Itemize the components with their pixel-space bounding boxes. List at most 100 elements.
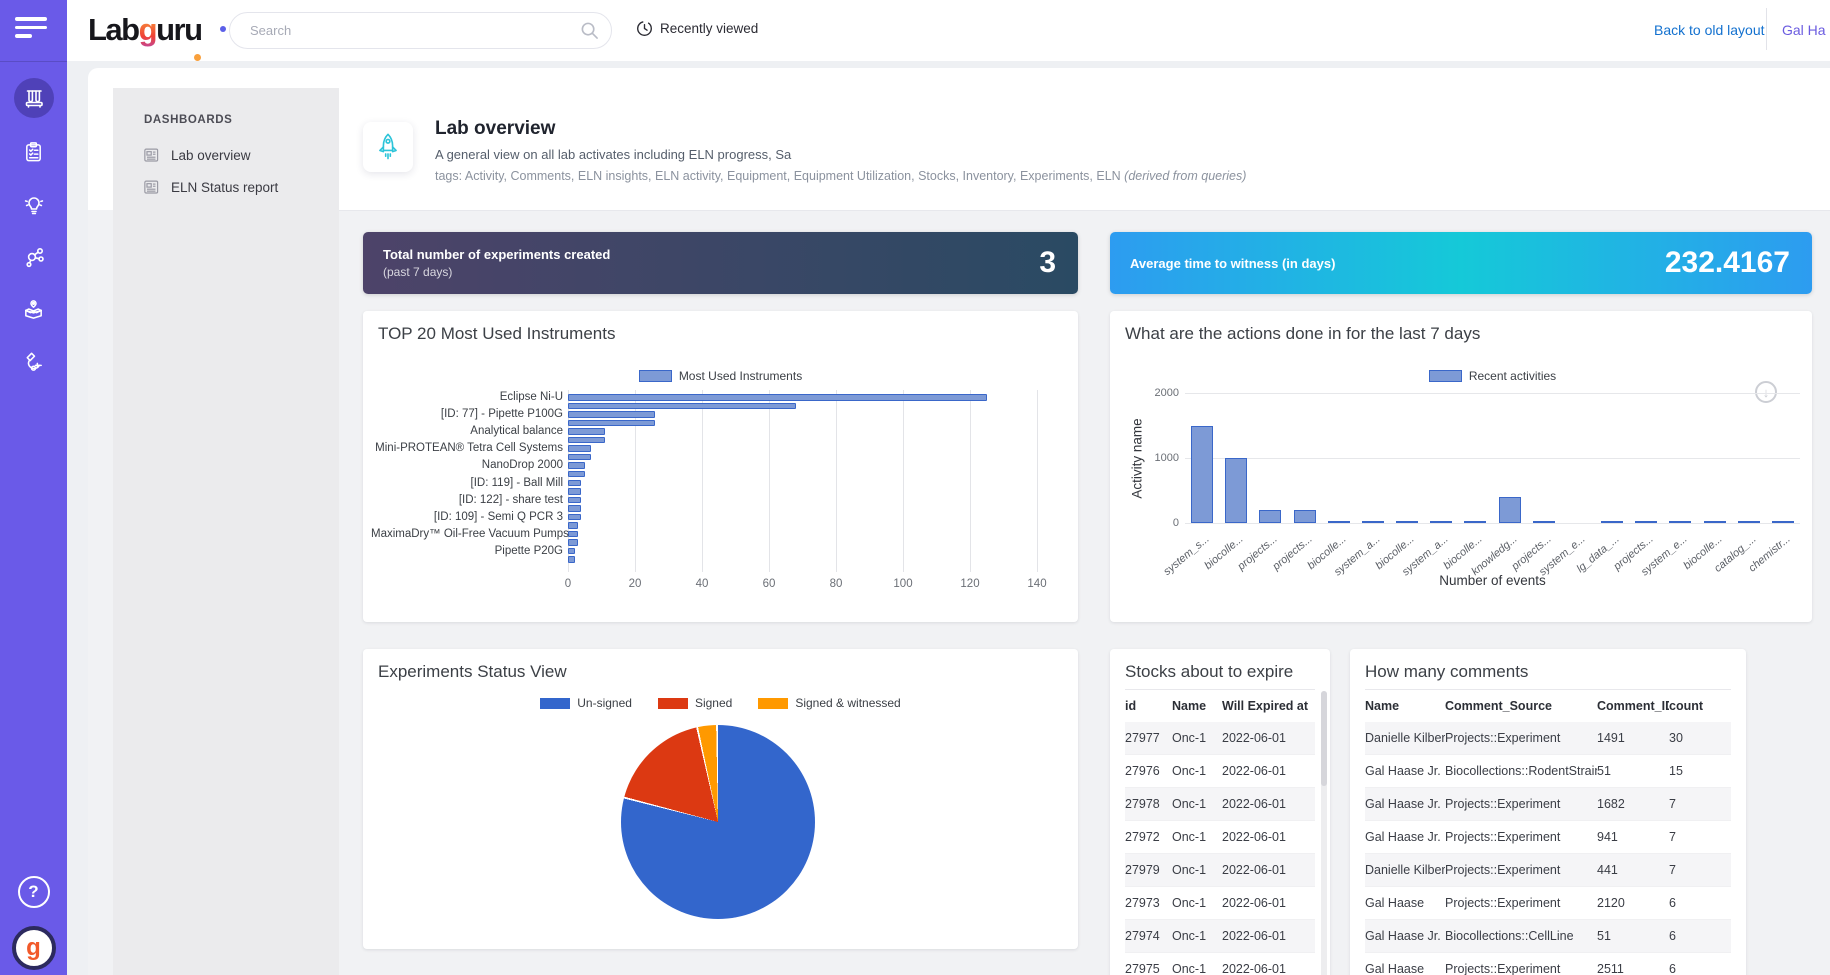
bar[interactable] bbox=[568, 428, 605, 435]
table-row[interactable]: Gal Haase Jr. Biocollections::CellLine 51 6 bbox=[1365, 920, 1731, 953]
table-cell: Gal Haase Jr. bbox=[1365, 797, 1441, 811]
table-row[interactable]: Gal Haase Jr. Projects::Experiment 1682 7 bbox=[1365, 788, 1731, 821]
bar[interactable] bbox=[568, 547, 575, 555]
bar[interactable] bbox=[568, 496, 582, 504]
nav-molecule-icon[interactable] bbox=[14, 237, 54, 277]
bar[interactable] bbox=[1703, 521, 1726, 523]
bar[interactable] bbox=[1498, 497, 1521, 523]
table-cell: 2022-06-01 bbox=[1222, 731, 1286, 745]
labguru-logo[interactable]: Labguru bbox=[88, 12, 226, 61]
table-row[interactable]: 27974 Onc-1 2022-06-01 bbox=[1125, 920, 1315, 953]
bar[interactable] bbox=[568, 419, 656, 427]
table-cell: Name bbox=[1172, 699, 1207, 713]
table-cell: id bbox=[1125, 699, 1137, 713]
table-row[interactable]: Danielle Kilber Projects::Experiment 1491 3… bbox=[1365, 722, 1731, 755]
bar[interactable] bbox=[568, 522, 579, 529]
table-cell: Projects::Experiment bbox=[1445, 797, 1561, 811]
table-row[interactable]: 27978 Onc-1 2022-06-01 bbox=[1125, 788, 1315, 821]
search-bar[interactable] bbox=[229, 12, 612, 49]
table-row[interactable]: Gal Haase Projects::Experiment 2511 6 bbox=[1365, 953, 1731, 975]
bar[interactable] bbox=[568, 479, 582, 486]
bar[interactable] bbox=[568, 513, 582, 521]
pie-chart bbox=[621, 725, 815, 919]
bar[interactable] bbox=[568, 505, 582, 512]
table-row[interactable]: 27973 Onc-1 2022-06-01 bbox=[1125, 887, 1315, 920]
search-input[interactable] bbox=[248, 13, 572, 48]
bar[interactable] bbox=[1532, 521, 1555, 523]
table-row[interactable]: Gal Haase Projects::Experiment 2120 6 bbox=[1365, 887, 1731, 920]
bar[interactable] bbox=[1293, 509, 1316, 523]
table-row[interactable]: 27975 Onc-1 2022-06-01 bbox=[1125, 953, 1315, 975]
bar[interactable] bbox=[568, 394, 987, 401]
gridline bbox=[1185, 393, 1800, 394]
table-row[interactable]: 27976 Onc-1 2022-06-01 bbox=[1125, 755, 1315, 788]
legend-swatch bbox=[758, 697, 789, 709]
bar[interactable] bbox=[568, 556, 575, 563]
bar[interactable] bbox=[568, 402, 796, 410]
sidebar-item-eln-status-report[interactable]: ELN Status report bbox=[144, 180, 278, 195]
dashboards-panel-title: DASHBOARDS bbox=[144, 114, 233, 126]
nav-microscope-icon[interactable] bbox=[14, 341, 54, 381]
bar[interactable] bbox=[568, 539, 579, 546]
bar[interactable] bbox=[1737, 521, 1760, 523]
table-cell: 6 bbox=[1669, 962, 1676, 975]
nav-lightbulb-icon[interactable] bbox=[14, 185, 54, 225]
table-cell: 27972 bbox=[1125, 830, 1160, 844]
x-axis-title: Number of events bbox=[1439, 573, 1546, 588]
hamburger-menu-icon[interactable] bbox=[15, 17, 51, 43]
bar[interactable] bbox=[1259, 510, 1282, 523]
bar[interactable] bbox=[568, 530, 579, 538]
labguru-avatar[interactable]: g bbox=[11, 926, 56, 970]
category-label: [ID: 119] - Ball Mill bbox=[470, 476, 563, 489]
table-row[interactable]: 27979 Onc-1 2022-06-01 bbox=[1125, 854, 1315, 887]
bar[interactable] bbox=[568, 462, 585, 469]
nav-dashboards-test-tubes-icon[interactable] bbox=[13, 78, 54, 118]
bar[interactable] bbox=[1430, 521, 1453, 523]
table-row[interactable]: 27977 Onc-1 2022-06-01 bbox=[1125, 722, 1315, 755]
bar[interactable] bbox=[568, 470, 585, 478]
download-chart-icon[interactable]: ↓ bbox=[1755, 381, 1777, 403]
bar[interactable] bbox=[1771, 521, 1794, 523]
user-menu-link[interactable]: Gal Ha bbox=[1782, 22, 1826, 38]
back-to-old-layout-link[interactable]: Back to old layout bbox=[1654, 22, 1765, 38]
bar[interactable] bbox=[1396, 521, 1419, 523]
nav-checklist-clipboard-icon[interactable] bbox=[14, 132, 54, 172]
scrollbar-thumb[interactable] bbox=[1321, 691, 1327, 786]
help-icon[interactable]: ? bbox=[17, 876, 50, 908]
table-scrollbar[interactable] bbox=[1321, 691, 1327, 975]
bar[interactable] bbox=[1225, 458, 1248, 523]
search-icon[interactable] bbox=[580, 21, 599, 40]
table-cell: Gal Haase Jr. bbox=[1365, 830, 1441, 844]
table-row[interactable]: Danielle Kilber Projects::Experiment 441 7 bbox=[1365, 854, 1731, 887]
table-cell: Onc-1 bbox=[1172, 896, 1207, 910]
report-icon bbox=[144, 180, 159, 194]
table-row[interactable]: Gal Haase Jr. Biocollections::RodentStrai… bbox=[1365, 755, 1731, 788]
tags-list: tags: Activity, Comments, ELN insights, … bbox=[435, 169, 1121, 183]
table-cell: Will Expired at bbox=[1222, 699, 1309, 713]
bar[interactable] bbox=[1464, 521, 1487, 523]
bar[interactable] bbox=[1191, 425, 1214, 523]
bar[interactable] bbox=[568, 453, 592, 461]
recently-viewed-button[interactable]: Recently viewed bbox=[636, 20, 758, 37]
table-row[interactable]: 27972 Onc-1 2022-06-01 bbox=[1125, 821, 1315, 854]
report-icon bbox=[144, 148, 159, 162]
nav-storage-box-pin-icon[interactable] bbox=[14, 289, 54, 329]
table-cell: Gal Haase Jr. bbox=[1365, 929, 1441, 943]
x-tick-label: 80 bbox=[829, 578, 843, 590]
top-bar: Labguru Recently viewed Back to old layo… bbox=[0, 0, 1830, 61]
bar[interactable] bbox=[1635, 521, 1658, 523]
bar[interactable] bbox=[1669, 521, 1692, 523]
bar[interactable] bbox=[568, 411, 656, 418]
sidebar-item-lab-overview[interactable]: Lab overview bbox=[144, 148, 251, 163]
bar[interactable] bbox=[1601, 521, 1624, 523]
table-cell: 27974 bbox=[1125, 929, 1160, 943]
bar[interactable] bbox=[568, 445, 592, 452]
table-cell: 27973 bbox=[1125, 896, 1160, 910]
comments-table: Name Comment_Source Comment_ID count Daniell… bbox=[1365, 689, 1731, 975]
table-row[interactable]: Gal Haase Jr. Projects::Experiment 941 7 bbox=[1365, 821, 1731, 854]
bar[interactable] bbox=[568, 436, 605, 444]
bar[interactable] bbox=[1327, 521, 1350, 523]
table-cell: 2022-06-01 bbox=[1222, 896, 1286, 910]
bar[interactable] bbox=[1361, 521, 1384, 523]
bar[interactable] bbox=[568, 488, 582, 495]
